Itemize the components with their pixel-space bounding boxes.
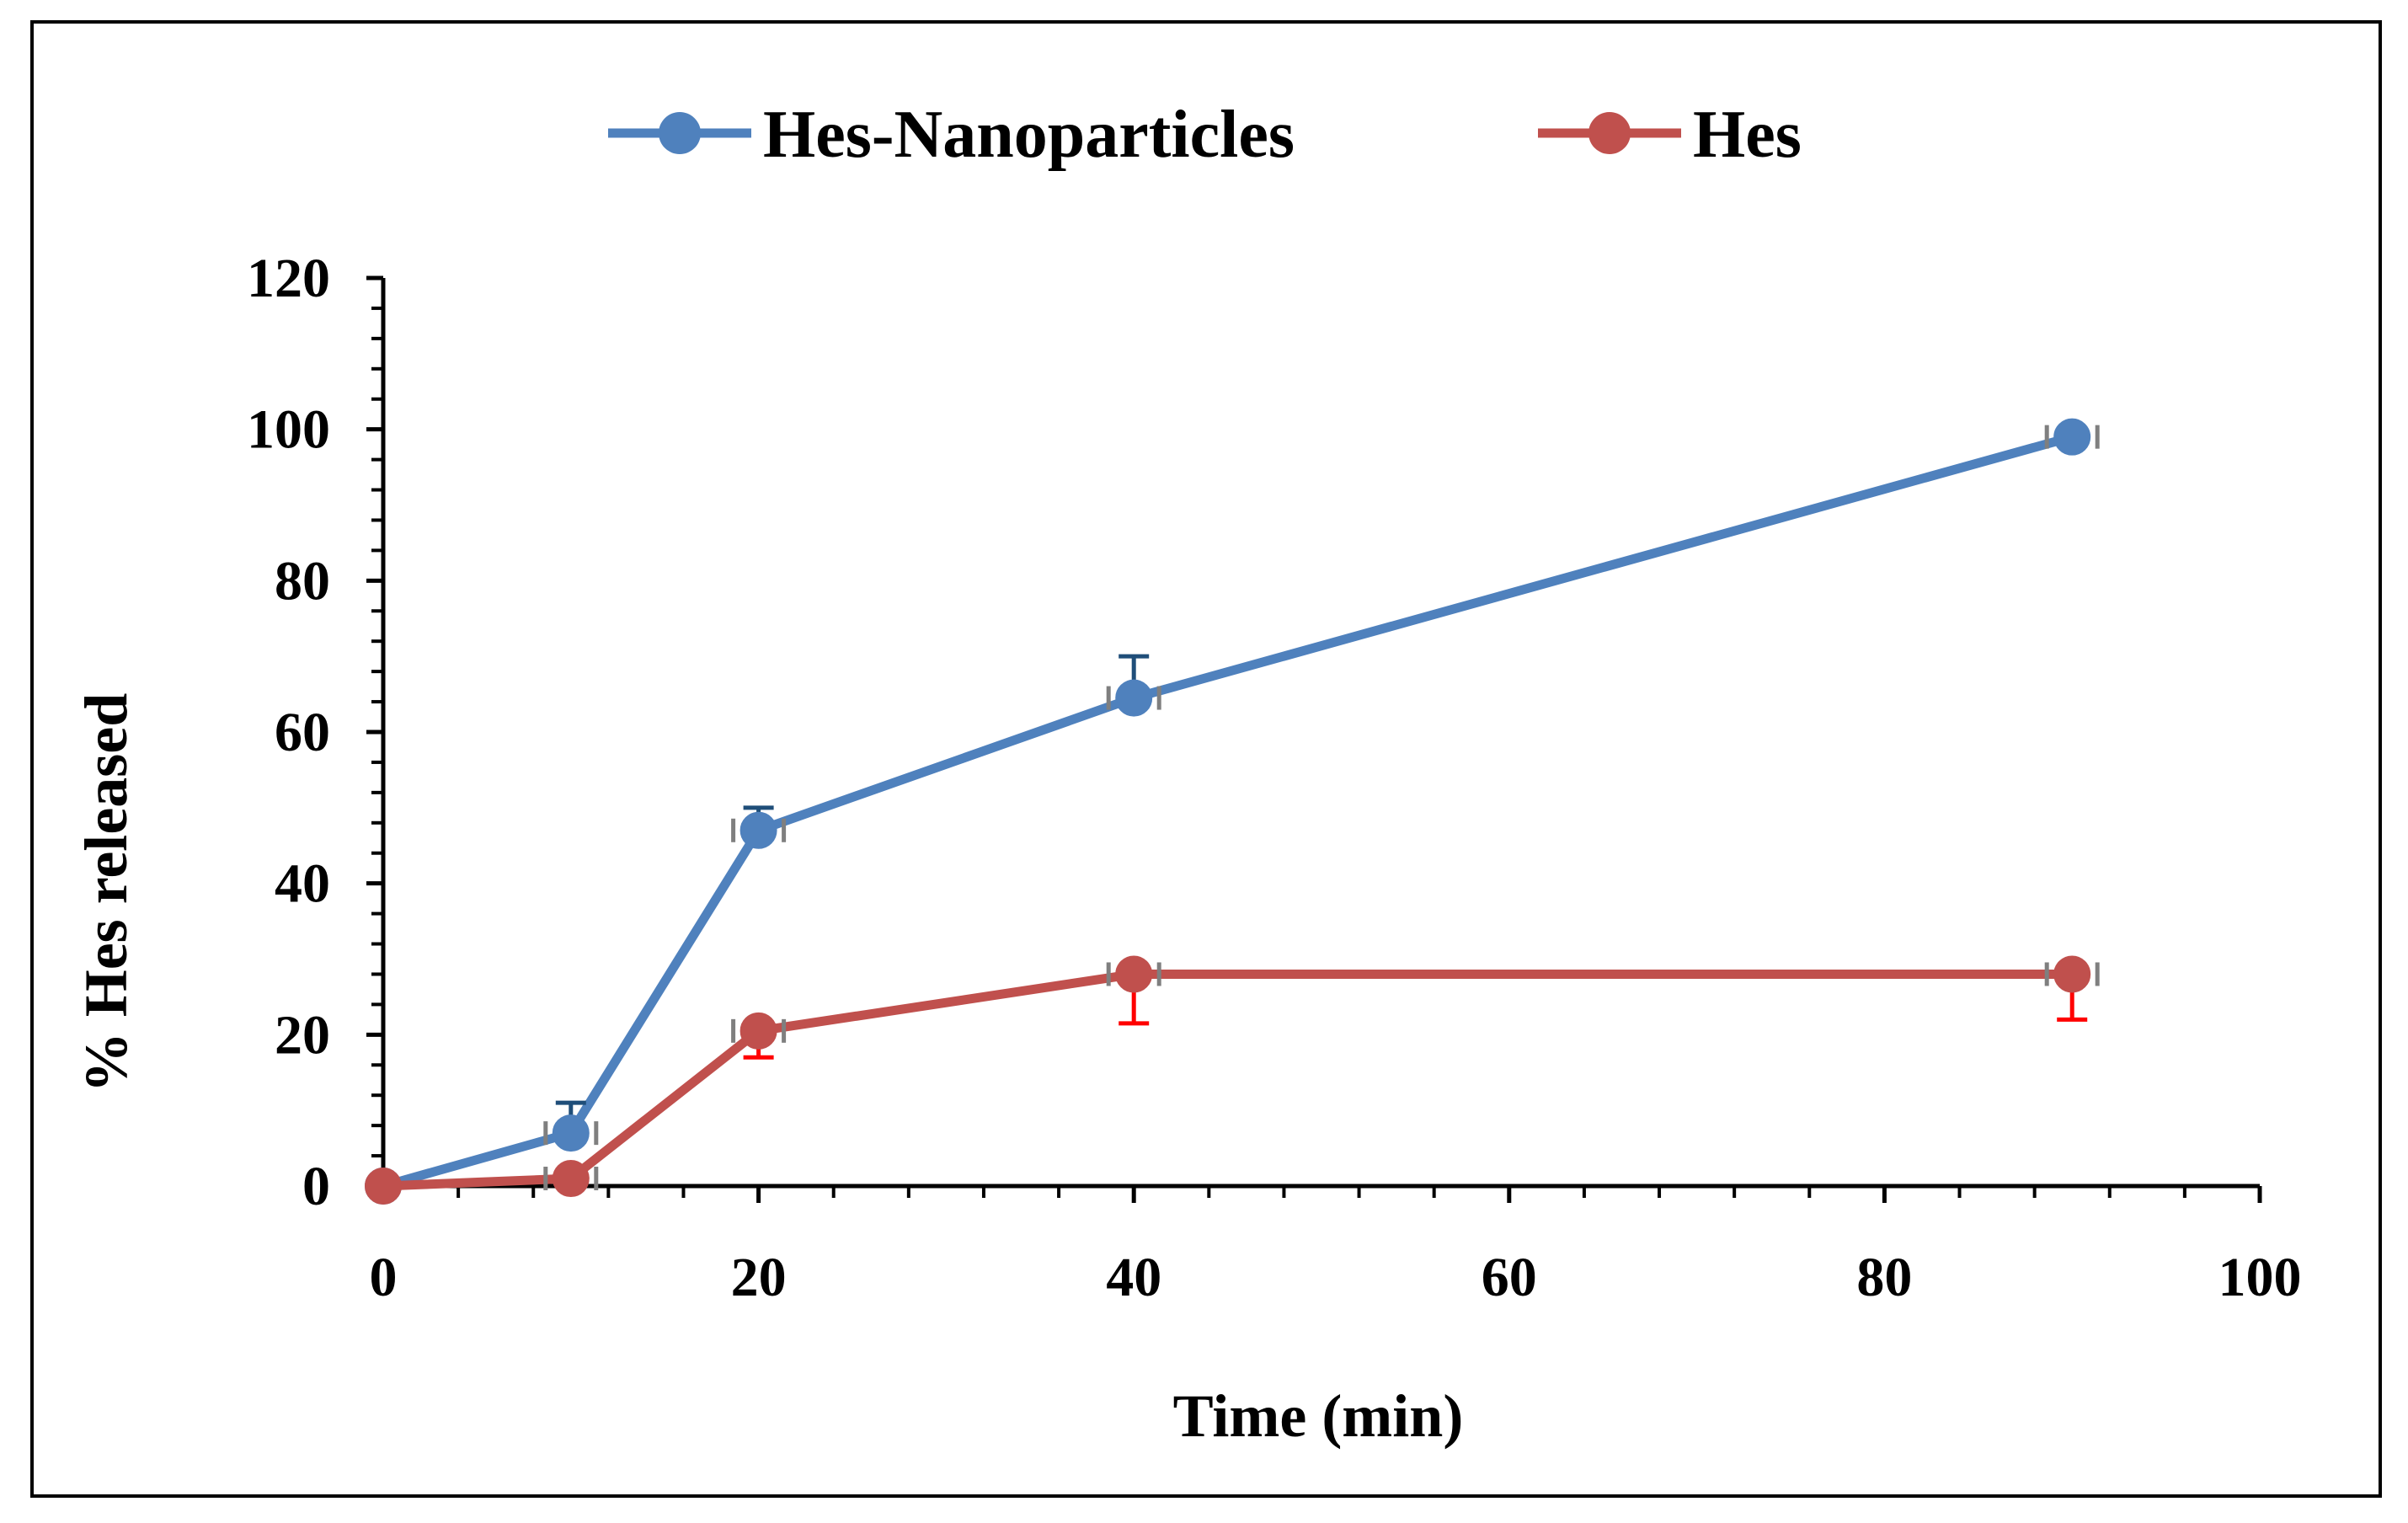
data-point <box>2053 955 2091 993</box>
x-tick-label: 80 <box>1856 1247 1912 1308</box>
data-point <box>1115 955 1153 993</box>
data-point <box>552 1160 590 1198</box>
legend: Hes-Nanoparticles Hes <box>608 98 1802 172</box>
axes: 0 20 40 60 80 100 0 20 40 60 80 100 120 <box>247 248 2302 1308</box>
x-tick-label: 100 <box>2218 1247 2302 1308</box>
series-hes <box>365 955 2100 1205</box>
data-point <box>739 1012 777 1050</box>
data-point <box>1115 679 1153 717</box>
y-tick-label: 60 <box>275 702 330 763</box>
y-tick-label: 100 <box>247 399 330 461</box>
series-line <box>378 432 2077 1191</box>
legend-item: Hes-Nanoparticles <box>608 98 1295 172</box>
legend-item: Hes <box>1538 98 1802 172</box>
data-point <box>739 811 777 849</box>
legend-marker <box>659 112 701 154</box>
data-point <box>552 1114 590 1152</box>
y-axis-title: % Hes released <box>72 693 140 1093</box>
y-tick-label: 0 <box>302 1156 330 1217</box>
y-tick-label: 120 <box>247 248 330 309</box>
series-hes-nanoparticles <box>365 418 2100 1205</box>
x-tick-label: 40 <box>1106 1247 1161 1308</box>
x-tick-label: 20 <box>731 1247 787 1308</box>
y-tick-label: 40 <box>275 853 330 915</box>
y-tick-label: 80 <box>275 550 330 612</box>
y-tick-label: 20 <box>275 1004 330 1066</box>
data-point <box>2053 418 2091 456</box>
x-tick-label: 0 <box>370 1247 398 1308</box>
x-axis-title: Time (min) <box>1173 1382 1464 1450</box>
chart-frame <box>30 20 2382 1498</box>
legend-label: Hes-Nanoparticles <box>763 98 1295 172</box>
series-line <box>378 969 2077 1191</box>
series-layer <box>365 418 2100 1205</box>
data-point <box>365 1168 402 1205</box>
x-tick-label: 60 <box>1482 1247 1537 1308</box>
legend-marker <box>1588 112 1631 154</box>
legend-label: Hes <box>1693 98 1802 172</box>
